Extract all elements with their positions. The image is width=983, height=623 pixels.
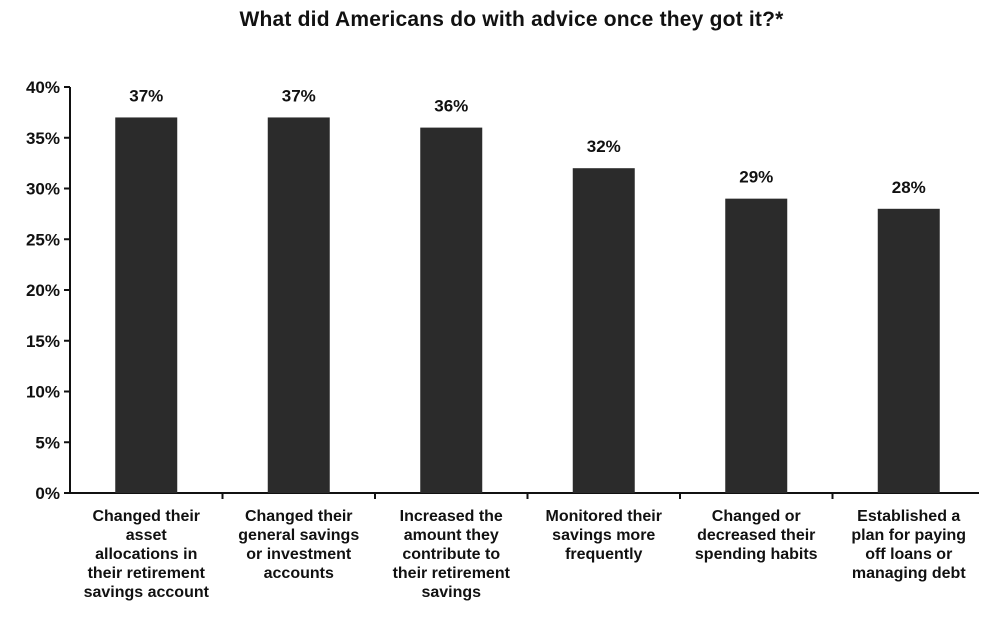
bar (420, 127, 483, 493)
bar (572, 168, 635, 493)
data-label: 37% (282, 86, 316, 105)
category-label-line: decreased their (697, 527, 815, 544)
category-label-line: savings (421, 584, 481, 601)
bar (267, 117, 330, 493)
bar (115, 117, 178, 493)
bar (725, 198, 788, 493)
category-label-line: their retirement (393, 565, 511, 582)
category-label: Established a plan for paying off loans or… (851, 508, 966, 582)
y-tick-label: 10% (26, 383, 60, 402)
category-label-line: managing debt (852, 565, 966, 582)
category-label-line: frequently (565, 546, 642, 563)
category-label-line: Changed their (92, 508, 200, 525)
category-label-line: amount they (404, 527, 499, 544)
y-tick-label: 35% (26, 129, 60, 148)
category-label-line: savings more (552, 527, 655, 544)
data-label: 28% (892, 178, 926, 197)
category-label-line: or investment (246, 546, 352, 563)
category-label-line: allocations in (95, 546, 197, 563)
y-tick-label: 25% (26, 230, 60, 249)
category-label-line: Changed or (712, 508, 801, 525)
category-label-line: accounts (264, 565, 334, 582)
category-label-line: plan for paying (851, 527, 966, 544)
category-label: Increased the amount they contribute to the… (393, 508, 511, 601)
data-label: 36% (434, 97, 468, 116)
y-tick-label: 5% (35, 433, 60, 452)
data-label: 32% (587, 137, 621, 156)
category-label-line: Established a (857, 508, 960, 525)
y-tick-label: 15% (26, 332, 60, 351)
data-label: 37% (129, 86, 163, 105)
category-label: Monitored their savings more frequently (546, 508, 662, 563)
category-label-line: spending habits (695, 546, 818, 563)
category-label: Changed their asset allocations in their re… (84, 508, 210, 601)
data-label: 29% (739, 168, 773, 187)
category-label-line: off loans or (865, 546, 952, 563)
category-label-line: contribute to (402, 546, 500, 563)
category-label-line: general savings (238, 527, 359, 544)
category-label-line: savings account (84, 584, 210, 601)
category-label: Changed or decreased their spending habits (695, 508, 818, 563)
bar (877, 208, 940, 494)
chart-title: What did Americans do with advice once t… (239, 8, 784, 31)
category-label-line: asset (126, 527, 168, 544)
category-label-line: Changed their (245, 508, 353, 525)
y-tick-label: 30% (26, 180, 60, 199)
category-label-line: Increased the (400, 508, 503, 525)
category-label-line: their retirement (88, 565, 206, 582)
y-tick-label: 40% (26, 78, 60, 97)
category-label: Changed their general savings or investmen… (238, 508, 359, 582)
y-tick-label: 20% (26, 281, 60, 300)
y-tick-label: 0% (35, 484, 60, 503)
category-label-line: Monitored their (546, 508, 662, 525)
